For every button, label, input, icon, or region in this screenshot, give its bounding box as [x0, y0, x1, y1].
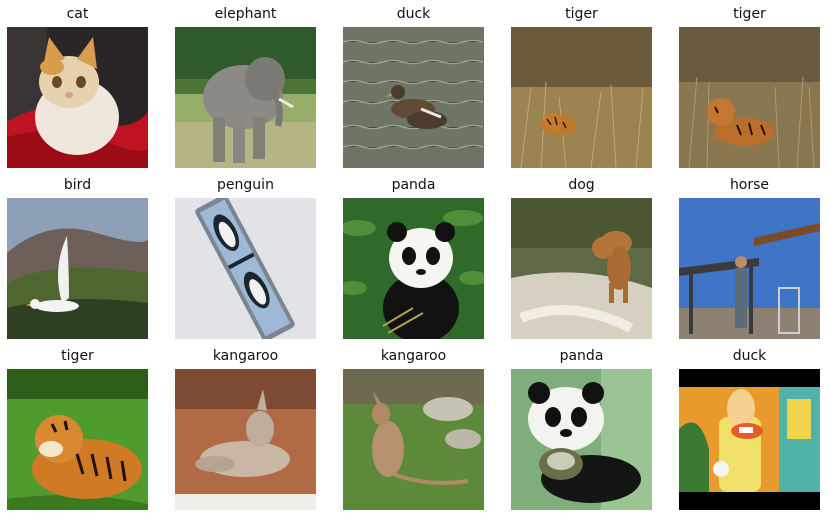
image-label: tiger [61, 348, 94, 364]
duck-photo [343, 27, 484, 168]
image-label: panda [391, 177, 436, 193]
duck-photo [679, 369, 820, 510]
tiger-photo [511, 27, 652, 168]
kangaroo-photo [343, 369, 484, 510]
penguin-photo [175, 198, 316, 339]
kangaroo-photo [175, 369, 316, 510]
horse-photo [679, 198, 820, 339]
image-label: dog [568, 177, 595, 193]
image-label: duck [396, 6, 431, 22]
image-label: tiger [565, 6, 598, 22]
dog-photo [511, 198, 652, 339]
image-label: duck [732, 348, 767, 364]
image-label: kangaroo [380, 348, 447, 364]
tiger-photo [679, 27, 820, 168]
panda-photo [343, 198, 484, 339]
image-label: bird [63, 177, 92, 193]
image-label: tiger [733, 6, 766, 22]
elephant-photo [175, 27, 316, 168]
image-label: kangaroo [212, 348, 279, 364]
image-label: penguin [217, 177, 274, 193]
cat-photo [7, 27, 148, 168]
image-label: cat [66, 6, 89, 22]
tiger-photo [7, 369, 148, 510]
panda-photo [511, 369, 652, 510]
image-label: elephant [214, 6, 277, 22]
image-label: panda [559, 348, 604, 364]
image-label: horse [729, 177, 770, 193]
bird-photo [7, 198, 148, 339]
